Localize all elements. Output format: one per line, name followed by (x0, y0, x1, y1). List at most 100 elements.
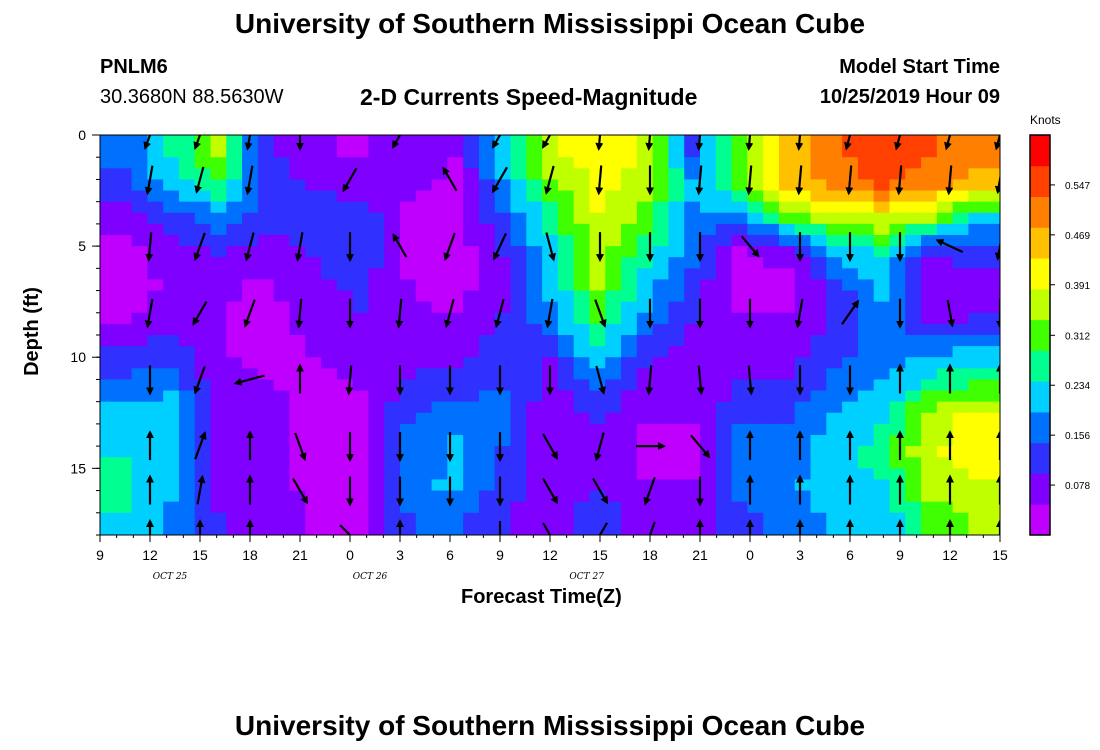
heat-cell (873, 323, 891, 336)
heat-cell (336, 312, 354, 325)
heat-cell (684, 457, 701, 469)
heat-cell (842, 190, 859, 203)
heat-cell (873, 501, 891, 514)
heat-cell (131, 168, 148, 181)
heat-cell (905, 368, 922, 381)
heat-cell (763, 157, 780, 169)
heat-cell (952, 446, 970, 458)
heat-cell (100, 357, 117, 369)
heat-cell (542, 279, 559, 292)
heat-cell (589, 401, 606, 414)
heat-cell (700, 401, 717, 414)
heat-cell (147, 379, 164, 392)
heat-cell (668, 290, 685, 303)
current-vector (595, 365, 606, 395)
heat-cell (447, 446, 464, 458)
heat-cell (984, 346, 1000, 358)
heat-cell (826, 412, 843, 425)
heat-cell (494, 323, 512, 336)
heat-cell (668, 357, 685, 369)
heat-cell (715, 279, 733, 292)
heat-cell (905, 157, 922, 169)
heat-cell (510, 412, 527, 425)
x-tick-label: 0 (746, 547, 754, 563)
current-vector (795, 165, 804, 196)
heat-cell (826, 335, 843, 347)
heat-cell (510, 379, 527, 392)
heat-cell (494, 501, 512, 514)
heat-cell (952, 512, 970, 525)
current-vector (845, 165, 854, 196)
heat-cell (447, 423, 464, 436)
heat-cell (763, 201, 780, 214)
heat-cell (415, 312, 433, 325)
heat-cell (336, 346, 354, 358)
heat-cell (873, 268, 891, 281)
heat-cell (873, 312, 891, 325)
heat-cell (936, 501, 954, 514)
heat-cell (984, 468, 1000, 481)
heat-cell (178, 179, 196, 192)
heat-cell (715, 468, 733, 481)
heat-cell (257, 368, 275, 381)
heat-cell (573, 401, 591, 414)
heat-cell (542, 312, 559, 325)
heat-cell (163, 157, 180, 169)
heat-cell (431, 501, 448, 514)
heat-cell (494, 257, 512, 269)
heat-cell (684, 346, 701, 358)
heat-cell (889, 157, 906, 169)
heat-cell (684, 157, 701, 169)
heat-cell (415, 379, 433, 392)
heat-cell (510, 523, 527, 535)
heat-cell (431, 168, 448, 181)
heat-cell (984, 268, 1000, 281)
heat-cell (194, 501, 212, 514)
heat-cell (747, 157, 764, 169)
heat-cell (289, 279, 306, 292)
heat-cell (857, 368, 875, 381)
heat-cell (289, 357, 306, 369)
colorbar-tick-label: 0.156 (1065, 431, 1090, 442)
heat-cell (542, 268, 559, 281)
heat-cell (257, 412, 275, 425)
heat-cell (605, 246, 622, 258)
heat-cell (700, 235, 717, 247)
heat-cell (826, 468, 843, 481)
heat-cell (289, 501, 306, 514)
heat-cell (684, 435, 701, 447)
heat-cell (952, 468, 970, 481)
heat-cell (984, 257, 1000, 269)
heat-cell (589, 357, 606, 369)
heat-cell (289, 190, 306, 203)
heat-cell (210, 135, 227, 147)
heat-cell (731, 301, 748, 314)
current-vector (745, 165, 754, 196)
heat-cell (778, 246, 796, 258)
heat-cell (763, 279, 780, 292)
heat-cell (873, 135, 891, 147)
heat-cell (605, 179, 622, 192)
heat-cell (289, 335, 306, 347)
heat-cell (321, 501, 338, 514)
heat-cell (131, 223, 148, 236)
heat-cell (573, 523, 591, 535)
heat-cell (226, 335, 243, 347)
heat-cell (763, 379, 780, 392)
heat-cell (794, 490, 812, 503)
heat-cell (589, 190, 606, 203)
heat-cell (352, 523, 370, 535)
heat-cell (905, 301, 922, 314)
heat-cell (463, 246, 480, 258)
current-vector (244, 135, 253, 151)
heat-cell (605, 135, 622, 147)
current-vector (196, 474, 206, 505)
heat-cell (463, 212, 480, 225)
heat-cell (589, 512, 606, 525)
heat-cell (242, 279, 259, 292)
heat-cell (273, 290, 291, 303)
heat-cell (873, 379, 891, 392)
heat-cell (257, 268, 275, 281)
heat-cell (131, 323, 148, 336)
heat-cell (510, 468, 527, 481)
